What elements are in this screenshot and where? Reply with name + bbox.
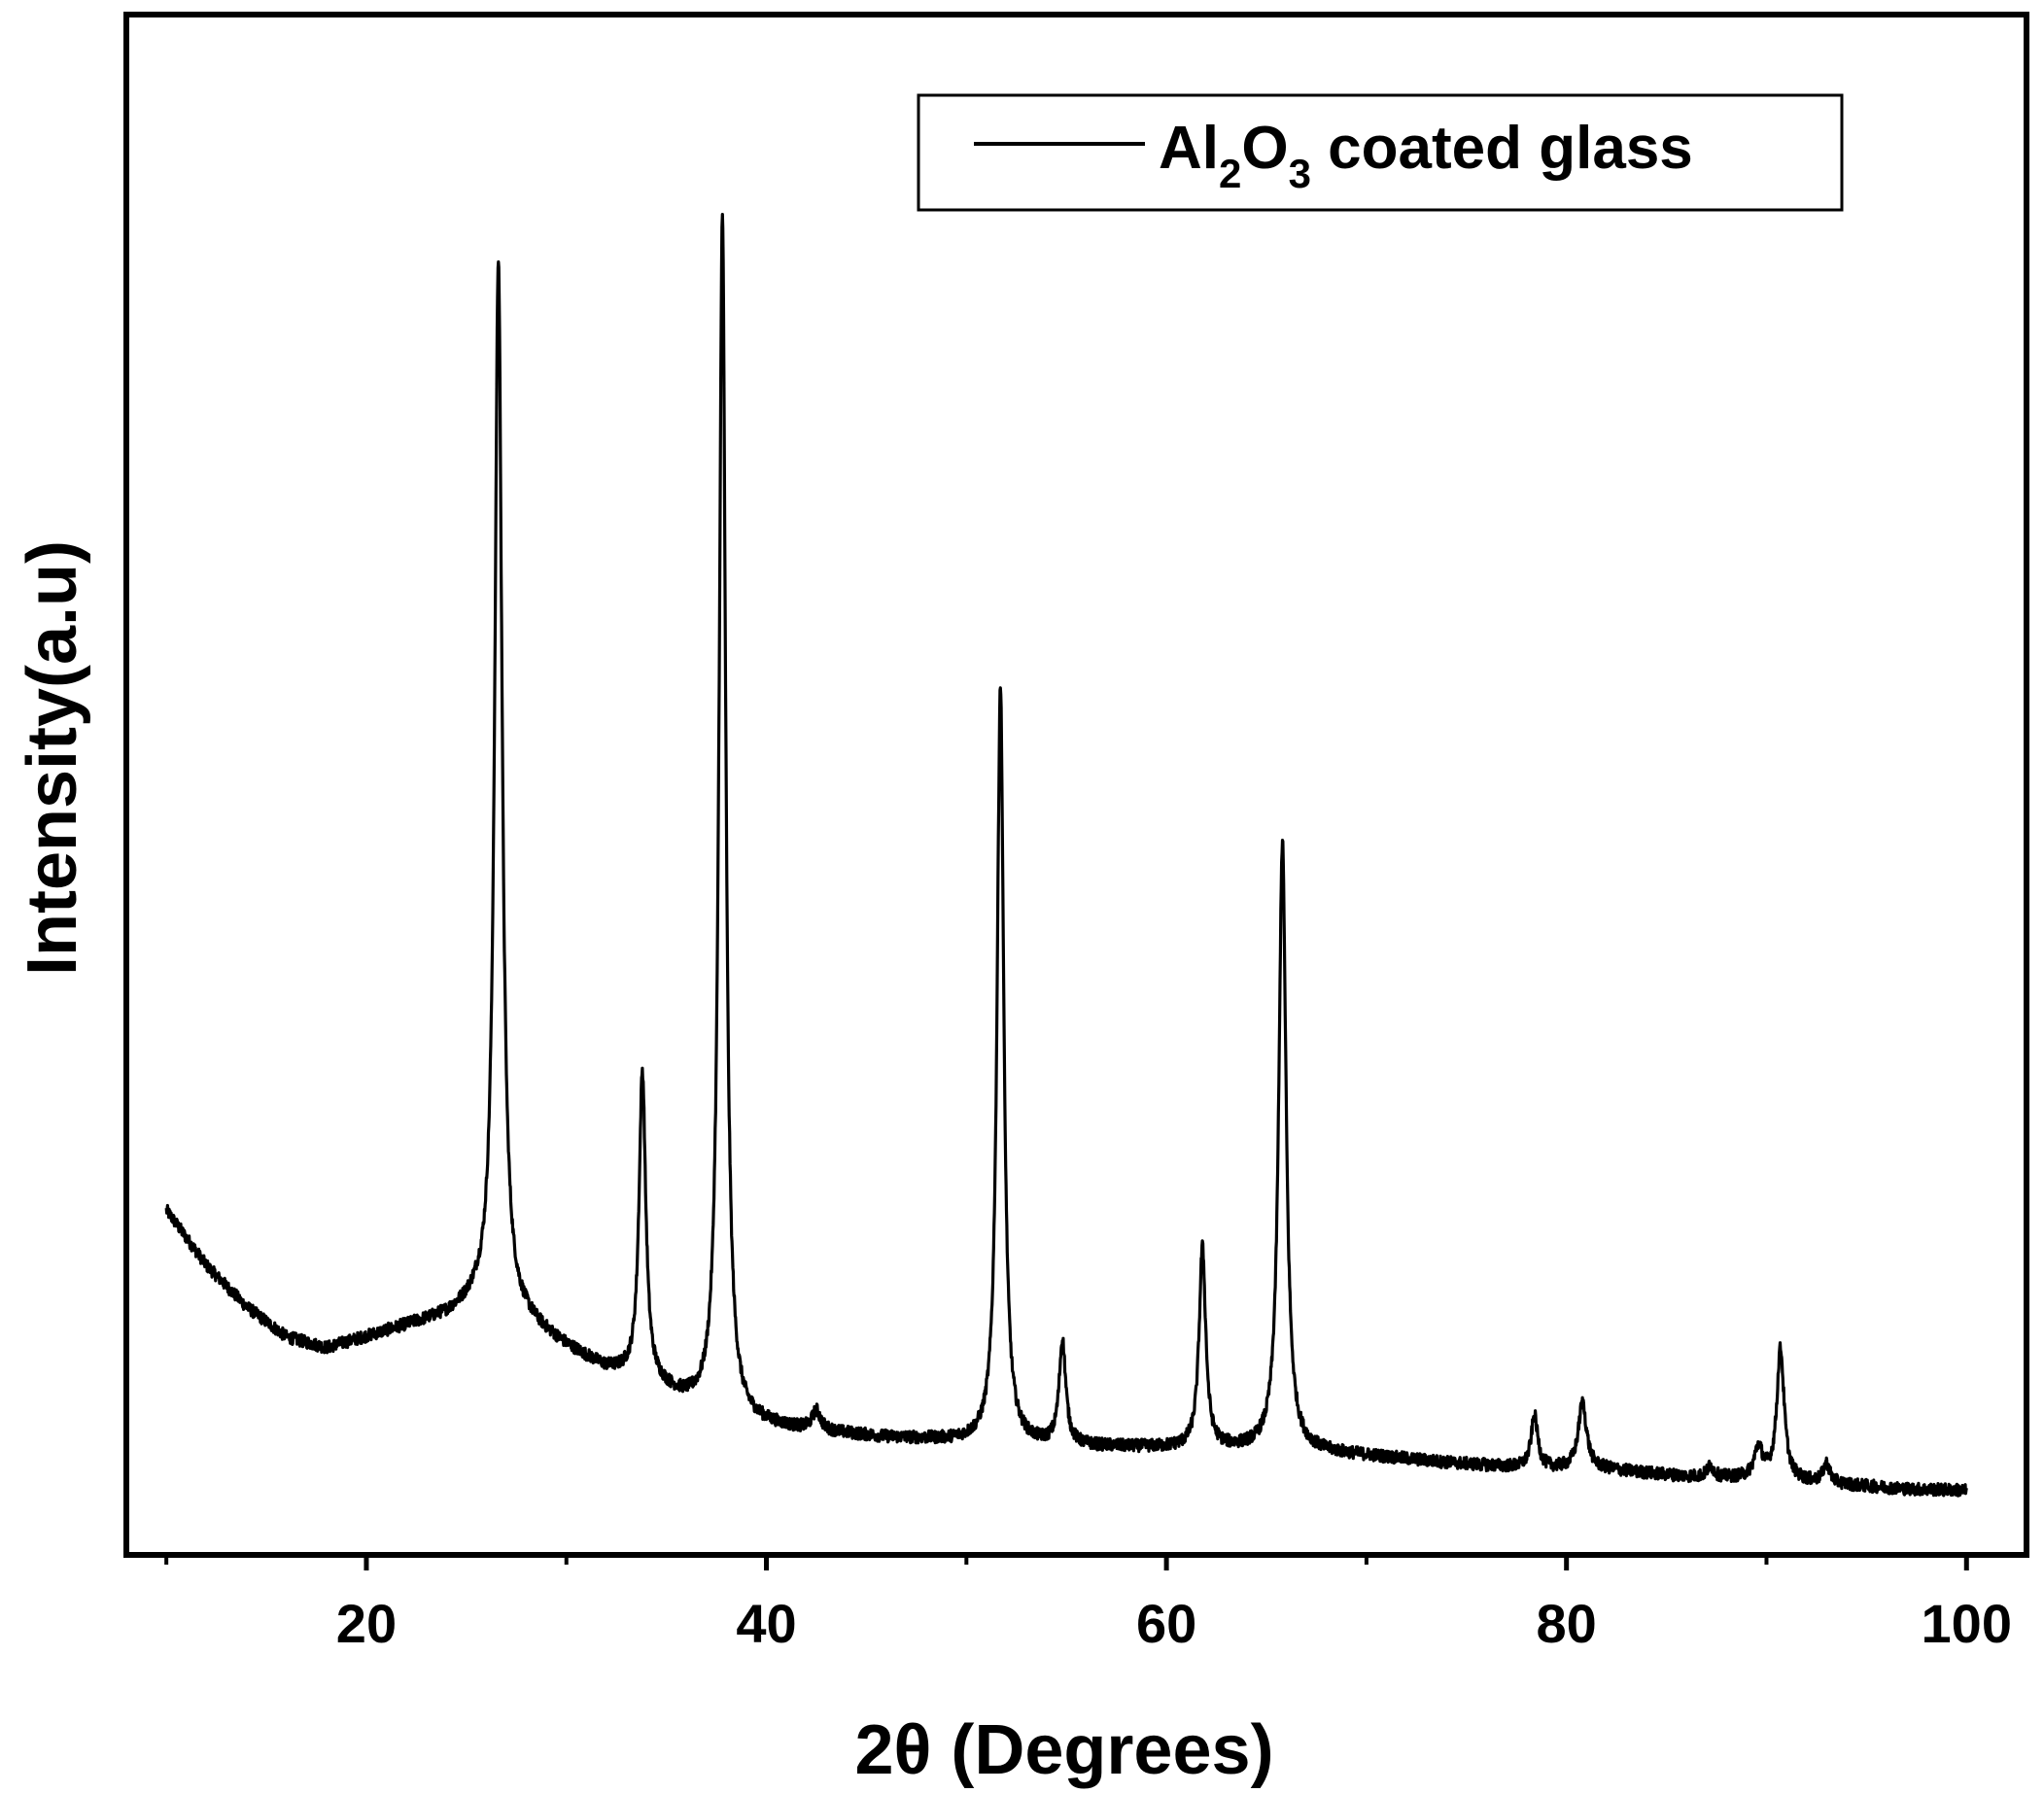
x-tick-label: 20 [336, 1593, 397, 1654]
y-axis-title: Intensity(a.u) [14, 540, 91, 976]
x-axis-ticks [164, 1555, 1969, 1570]
x-tick-label: 80 [1537, 1593, 1597, 1654]
plot-frame [123, 12, 2029, 1558]
series-line-al2o3-coated-glass [164, 213, 1968, 1498]
x-tick-label: 40 [736, 1593, 796, 1654]
x-axis-title: 2θ (Degrees) [854, 1711, 1273, 1789]
x-tick-label: 60 [1136, 1593, 1196, 1654]
legend-label: Al2O3 coated glass [1159, 115, 1693, 196]
legend-box [917, 93, 1844, 212]
legend: Al2O3 coated glass [917, 93, 1844, 212]
x-tick-label: 100 [1922, 1593, 2012, 1654]
x-axis-tick-labels: 20 40 60 80 100 [336, 1593, 2012, 1654]
